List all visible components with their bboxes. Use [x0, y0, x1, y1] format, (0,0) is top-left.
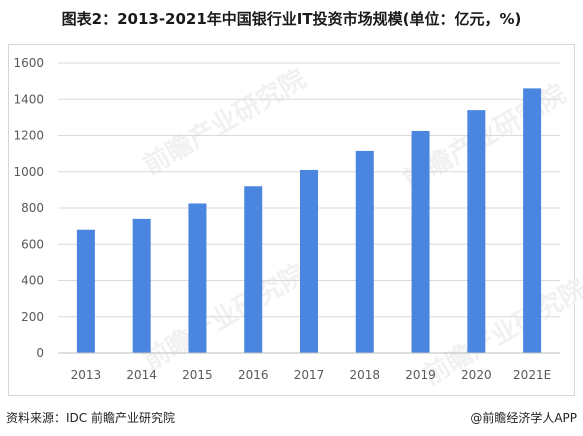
x-tick-label: 2017 [294, 368, 325, 382]
y-tick-label: 1000 [13, 165, 44, 179]
source-note: 资料来源：IDC 前瞻产业研究院 [6, 411, 175, 425]
y-tick-label: 1600 [13, 56, 44, 70]
x-tick-label: 2016 [238, 368, 269, 382]
y-tick-label: 400 [21, 274, 44, 288]
x-tick-label: 2013 [71, 368, 102, 382]
x-tick-label: 2019 [405, 368, 436, 382]
brand-credit: @前瞻经济学人APP [470, 411, 577, 425]
x-tick-label: 2014 [126, 368, 157, 382]
y-tick-label: 1200 [13, 129, 44, 143]
y-tick-label: 1400 [13, 92, 44, 106]
watermark-text: 前瞻产业研究院 [138, 63, 311, 181]
x-axis-tick-labels: 2013 2014 2015 2016 2017 2018 2019 2020 2021E [71, 368, 552, 382]
y-tick-label: 200 [21, 310, 44, 324]
bar-2020 [467, 110, 486, 353]
bar-2015 [188, 203, 207, 353]
bar-2017 [300, 169, 318, 353]
y-tick-label: 0 [36, 346, 44, 360]
bar-2019 [411, 130, 430, 353]
x-tick-label: 2021E [513, 368, 551, 382]
watermark-text: 前瞻产业研究院 [418, 273, 583, 391]
bar-2014 [132, 218, 151, 353]
bar-series [76, 88, 542, 353]
y-axis-tick-labels: 0 200 400 600 800 1000 1200 1400 1600 [13, 56, 44, 360]
bar-2016 [244, 186, 263, 353]
x-tick-label: 2018 [350, 368, 381, 382]
chart-title: 图表2：2013-2021年中国银行业IT投资市场规模(单位：亿元，%) [61, 10, 522, 28]
y-tick-label: 800 [21, 201, 44, 215]
bar-2018 [355, 150, 374, 353]
y-tick-label: 600 [21, 237, 44, 251]
bar-2021E [523, 88, 542, 353]
bar-2013 [76, 229, 95, 353]
x-tick-label: 2020 [461, 368, 492, 382]
x-tick-label: 2015 [182, 368, 213, 382]
